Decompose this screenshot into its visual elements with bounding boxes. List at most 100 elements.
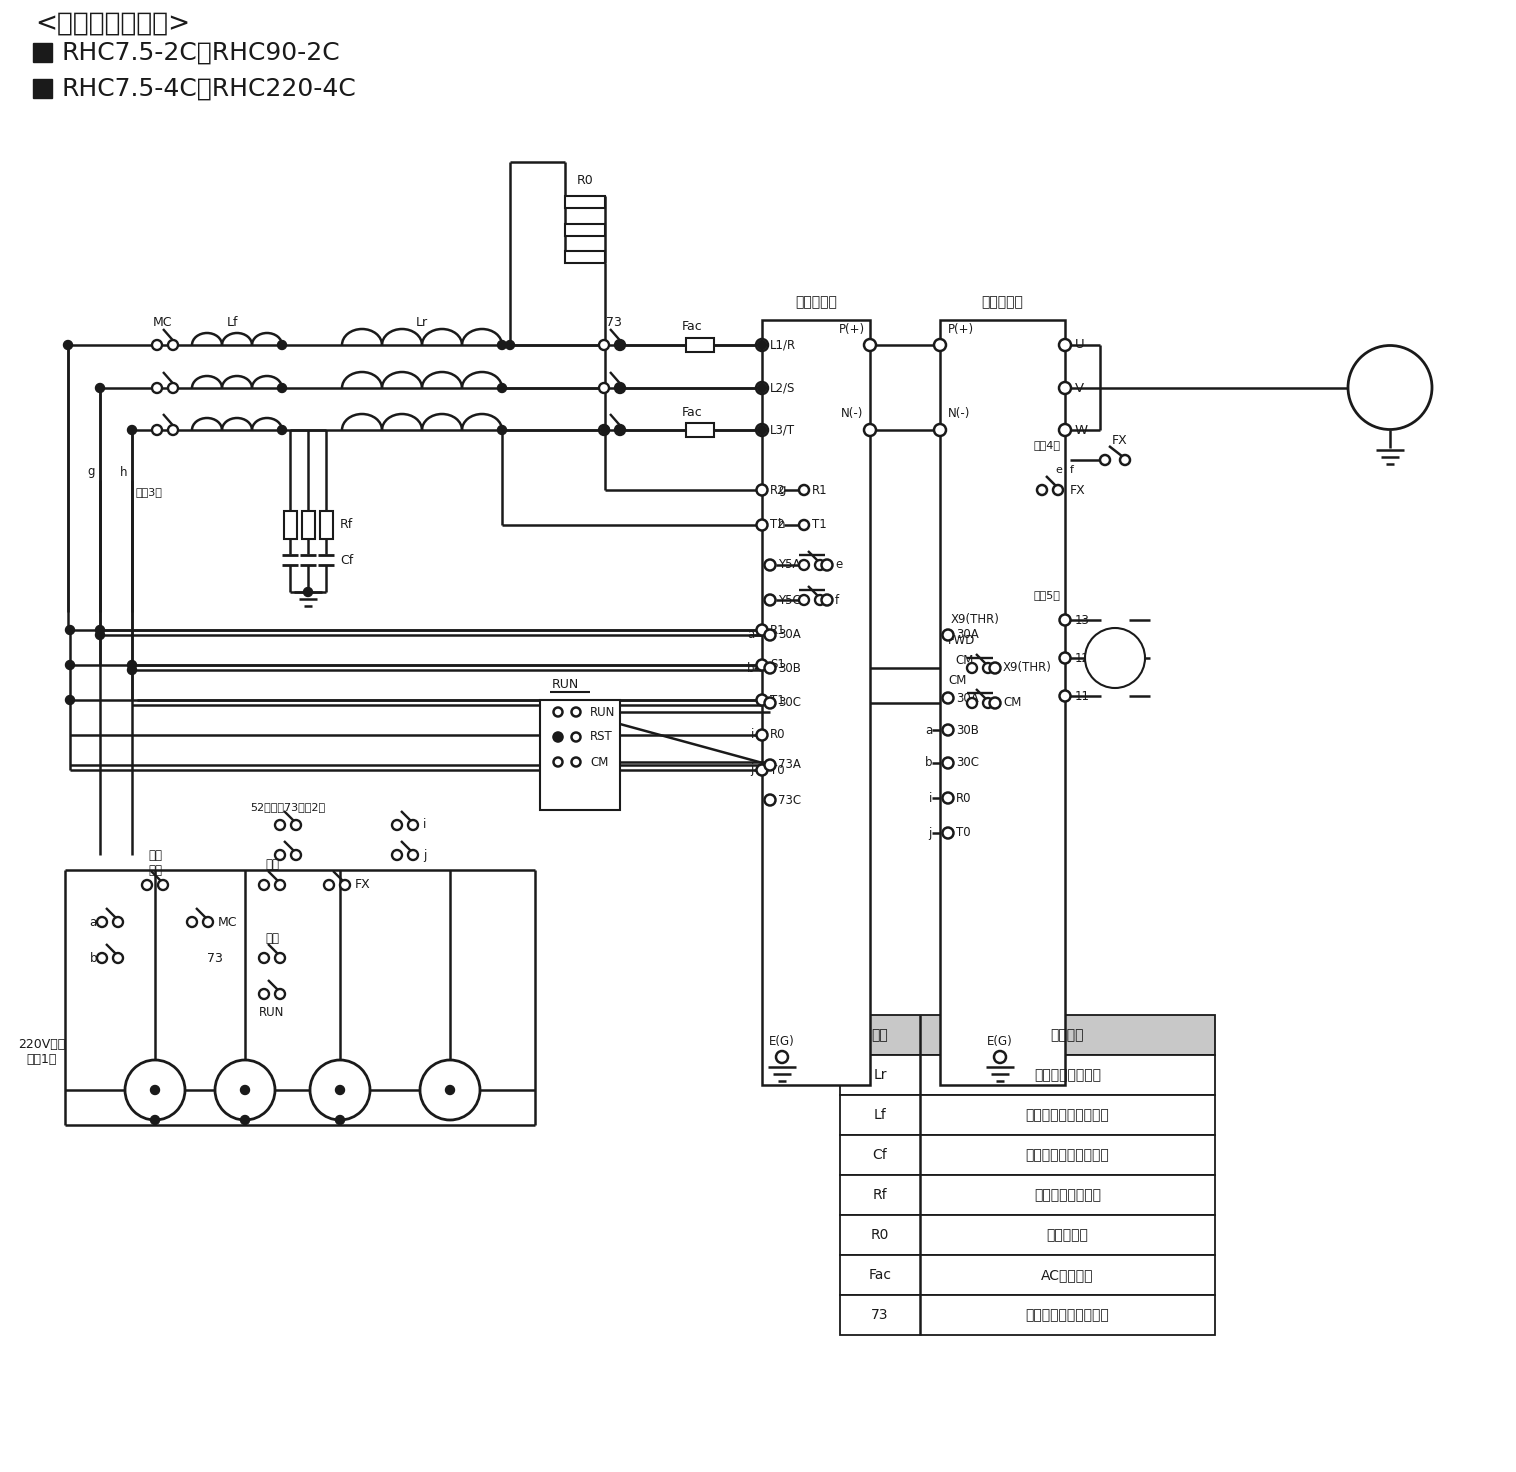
Circle shape [756, 624, 767, 636]
Text: T2: T2 [770, 518, 785, 531]
Circle shape [259, 989, 268, 999]
Circle shape [291, 820, 302, 830]
Text: フィルタ用抵抗器: フィルタ用抵抗器 [1034, 1188, 1101, 1203]
Circle shape [274, 952, 285, 963]
Circle shape [615, 340, 625, 349]
Text: R2: R2 [770, 483, 785, 496]
Circle shape [756, 424, 769, 436]
Circle shape [816, 559, 825, 570]
Text: R1: R1 [813, 483, 828, 496]
Circle shape [96, 626, 105, 634]
Text: 停止: 停止 [265, 932, 279, 945]
Circle shape [291, 849, 302, 860]
Circle shape [756, 520, 767, 530]
Circle shape [822, 595, 832, 605]
Text: b: b [89, 951, 97, 964]
Text: U: U [1075, 339, 1084, 352]
Text: b: b [746, 661, 753, 674]
Circle shape [764, 559, 776, 571]
Circle shape [990, 662, 1001, 674]
Circle shape [764, 760, 776, 770]
Text: j: j [750, 764, 753, 777]
Text: インバータ: インバータ [981, 294, 1023, 309]
Circle shape [505, 340, 514, 349]
Text: 30A: 30A [957, 692, 979, 705]
Text: FWD: FWD [948, 633, 975, 646]
Bar [940, 319, 1066, 1085]
Text: 73: 73 [606, 316, 622, 330]
Circle shape [572, 733, 581, 742]
Text: X9(THR): X9(THR) [951, 614, 999, 627]
Circle shape [943, 827, 954, 839]
Text: Lr: Lr [415, 316, 428, 330]
Text: N(-): N(-) [841, 408, 863, 421]
Text: R0: R0 [957, 792, 972, 805]
Circle shape [943, 792, 954, 804]
Circle shape [127, 425, 136, 434]
Text: S1: S1 [770, 658, 785, 671]
Circle shape [1101, 455, 1110, 465]
Text: Y5C: Y5C [778, 593, 800, 606]
Text: X9(THR): X9(THR) [1004, 661, 1052, 674]
Circle shape [65, 626, 74, 634]
Text: R0: R0 [770, 729, 785, 742]
Text: <ユニットタイプ>: <ユニットタイプ> [35, 10, 190, 37]
Circle shape [982, 662, 993, 673]
Text: L1/R: L1/R [770, 339, 796, 352]
Bar [540, 701, 620, 810]
Bar [840, 1214, 1214, 1256]
Text: h: h [778, 518, 785, 531]
Text: T0: T0 [957, 826, 970, 839]
Circle shape [799, 520, 810, 530]
Text: Fac: Fac [682, 321, 702, 334]
Circle shape [96, 630, 105, 639]
Circle shape [776, 1051, 788, 1063]
Text: i: i [929, 792, 932, 805]
Text: CM: CM [948, 674, 966, 686]
Text: 73: 73 [208, 951, 223, 964]
Text: 30B: 30B [778, 661, 800, 674]
Circle shape [497, 425, 506, 434]
Circle shape [764, 698, 776, 708]
Circle shape [497, 340, 506, 349]
Circle shape [934, 424, 946, 436]
Text: 30B: 30B [957, 724, 979, 736]
Circle shape [97, 917, 108, 927]
Circle shape [393, 849, 402, 860]
Circle shape [203, 917, 214, 927]
Circle shape [127, 661, 136, 670]
Circle shape [756, 383, 769, 394]
Circle shape [277, 384, 287, 393]
Circle shape [215, 1060, 274, 1120]
Text: 73A: 73A [778, 758, 800, 771]
Text: CM: CM [955, 654, 975, 667]
Text: FX: FX [1070, 483, 1085, 496]
Text: L3/T: L3/T [770, 424, 794, 437]
Text: FX: FX [1113, 433, 1128, 446]
Circle shape [127, 665, 136, 674]
Circle shape [274, 849, 285, 860]
Circle shape [756, 730, 767, 740]
Circle shape [967, 662, 976, 673]
Text: RUN: RUN [590, 705, 615, 718]
Circle shape [764, 662, 776, 674]
Text: 30A: 30A [957, 629, 979, 642]
Circle shape [309, 1060, 370, 1120]
Text: フィルタ用コンデンサ: フィルタ用コンデンサ [1026, 1148, 1110, 1161]
Circle shape [572, 708, 581, 717]
Circle shape [114, 952, 123, 963]
Circle shape [1060, 652, 1070, 664]
Text: e: e [835, 558, 843, 571]
Text: P(+): P(+) [838, 322, 866, 336]
Bar [565, 196, 605, 208]
Bar [687, 339, 714, 352]
Bar [565, 224, 605, 236]
Text: 運転: 運転 [265, 858, 279, 871]
Circle shape [152, 340, 162, 350]
Text: 30C: 30C [778, 696, 800, 710]
Circle shape [572, 758, 581, 767]
Text: e  f: e f [1057, 465, 1073, 475]
Circle shape [799, 484, 810, 495]
Text: Rf: Rf [340, 518, 353, 531]
Circle shape [615, 425, 625, 434]
